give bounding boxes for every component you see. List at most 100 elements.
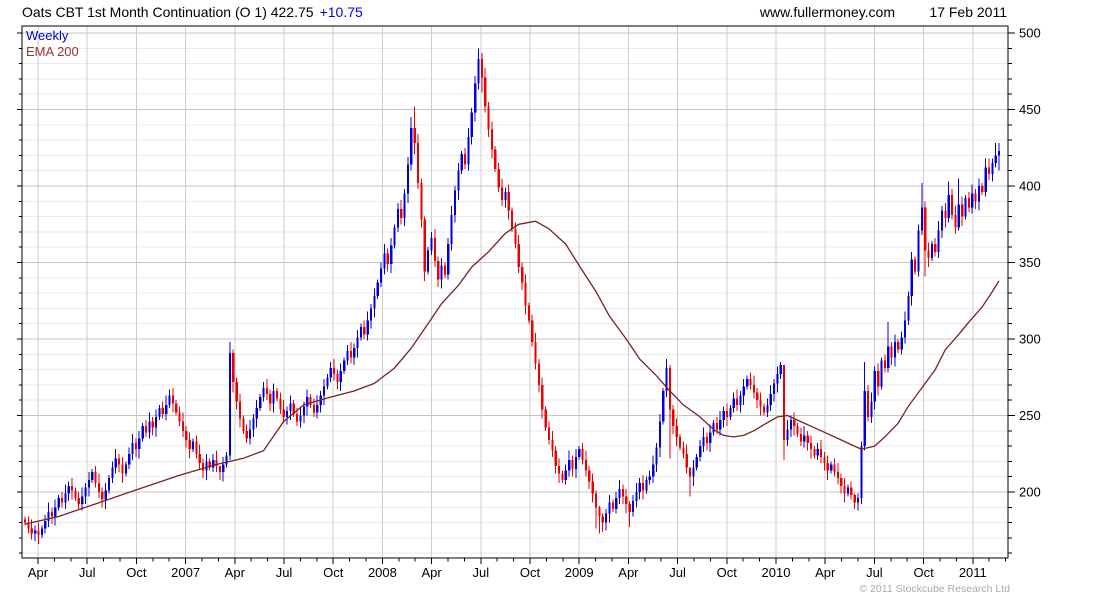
candle-body-up: [84, 487, 87, 497]
candle-body-up: [712, 423, 715, 433]
candle-body-down: [494, 149, 497, 170]
candle-body-down: [826, 462, 829, 471]
candle-body-down: [161, 407, 164, 414]
candle-body-up: [776, 374, 779, 384]
website-label: www.fullermoney.com: [759, 4, 895, 20]
candle-body-down: [37, 530, 40, 535]
candle-body-up: [228, 352, 232, 456]
candle-body-down: [497, 169, 500, 188]
candle-body-up: [772, 383, 776, 395]
candle-body-down: [232, 352, 235, 382]
candle-body-up: [47, 511, 50, 522]
y-axis-label: 500: [1019, 26, 1041, 41]
candle-body-up: [322, 386, 326, 396]
candle-body-down: [752, 384, 756, 393]
candle-body-up: [54, 507, 57, 517]
candle-body-up: [742, 386, 745, 396]
candle-body-down: [151, 421, 154, 428]
candle-body-up: [289, 403, 292, 411]
candle-body-up: [81, 496, 84, 505]
candle-body-down: [463, 153, 467, 165]
candle-body-down: [487, 106, 490, 130]
x-axis-label: Jul: [669, 565, 686, 580]
candle-body-up: [57, 498, 60, 508]
candle-body-up: [306, 397, 309, 407]
candle-body-up: [766, 404, 769, 413]
candle-body-up: [393, 227, 396, 246]
candle-body-down: [840, 478, 843, 486]
candle-body-down: [484, 77, 487, 107]
candle-body-down: [877, 371, 880, 387]
candle-body-up: [440, 265, 443, 280]
candle-body-down: [967, 198, 970, 208]
y-axis-label: 400: [1019, 179, 1041, 194]
candle-body-up: [645, 479, 648, 491]
candle-body-up: [373, 296, 376, 309]
candle-body-up: [353, 348, 356, 358]
candle-body-down: [60, 498, 64, 503]
candle-body-up: [470, 112, 473, 138]
candle-body-down: [242, 418, 245, 431]
candle-body-up: [259, 397, 262, 408]
candle-body-up: [709, 432, 712, 444]
y-axis-label: 250: [1019, 408, 1041, 423]
candle-body-up: [191, 441, 195, 450]
candle-body-down: [30, 528, 33, 534]
candle-body-down: [641, 482, 645, 491]
candle-body-up: [460, 153, 463, 171]
x-axis-label: 2011: [959, 565, 987, 580]
candle-body-down: [27, 522, 30, 529]
candle-body-up: [789, 420, 792, 430]
candle-body-down: [181, 421, 185, 431]
candle-body-down: [974, 193, 977, 202]
candle-body-up: [699, 446, 702, 457]
candle-body-down: [24, 519, 27, 523]
candle-body-down: [386, 253, 389, 265]
candle-body-up: [165, 404, 168, 414]
candle-body-up: [205, 461, 208, 471]
candle-body-up: [746, 378, 749, 387]
candle-body-up: [873, 371, 876, 402]
candle-body-down: [668, 368, 672, 410]
candle-body-down: [517, 244, 520, 268]
candle-body-down: [672, 409, 675, 427]
candle-body-up: [427, 250, 430, 272]
candle-body-down: [897, 342, 900, 350]
candle-body-down: [309, 397, 312, 405]
candle-body-down: [71, 485, 74, 491]
candle-body-down: [799, 433, 803, 442]
candle-body-up: [339, 371, 342, 382]
candle-body-down: [500, 187, 504, 200]
candle-body-down: [521, 267, 524, 283]
candle-body-up: [262, 387, 265, 398]
candle-body-up: [816, 449, 819, 456]
candle-body-down: [890, 346, 893, 358]
candle-body-up: [410, 127, 413, 165]
candle-body-down: [490, 129, 494, 150]
candle-body-up: [212, 459, 215, 468]
candle-body-down: [292, 403, 295, 414]
candle-body-up: [732, 398, 735, 408]
candle-body-up: [356, 337, 359, 349]
candle-body-down: [628, 504, 631, 512]
candle-body-up: [477, 59, 480, 84]
x-axis-label: Apr: [618, 565, 639, 580]
candle-body-down: [806, 435, 809, 444]
candle-body-up: [830, 464, 833, 471]
candle-body-up: [662, 391, 665, 422]
candle-body-down: [591, 481, 594, 494]
candle-body-down: [185, 430, 188, 440]
candle-body-down: [934, 244, 937, 252]
candle-body-up: [719, 420, 722, 430]
candle-body-up: [376, 282, 379, 297]
candle-body-up: [40, 528, 43, 535]
candle-body-down: [823, 456, 826, 463]
candle-body-up: [467, 137, 470, 165]
candle-body-down: [188, 439, 191, 450]
candle-body-up: [957, 204, 960, 228]
candle-body-down: [850, 487, 853, 496]
candle-body-down: [950, 195, 954, 216]
candle-body-down: [416, 143, 420, 183]
